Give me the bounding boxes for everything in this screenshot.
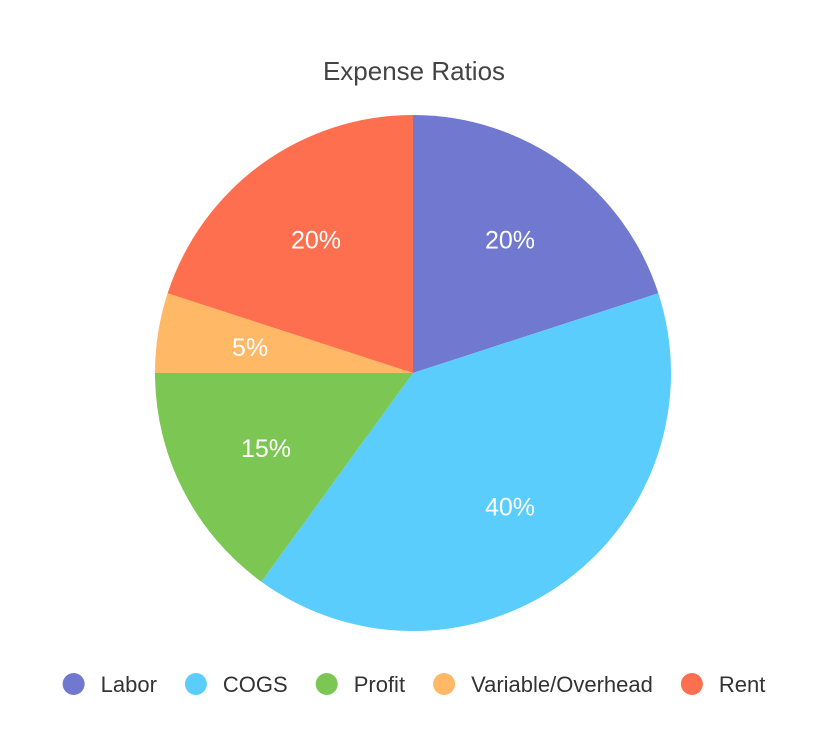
pie-slices <box>155 115 672 632</box>
pie-slice-labor <box>413 115 659 373</box>
pie-slice-profit <box>155 373 413 582</box>
legend-label: Profit <box>354 672 405 697</box>
legend-item-profit[interactable]: Profit <box>315 672 405 697</box>
legend-item-rent[interactable]: Rent <box>680 672 765 697</box>
legend-marker <box>315 673 338 695</box>
legend-label: Labor <box>101 672 157 697</box>
legend: Labor COGS Profit Variable/Overhead Rent <box>62 672 765 697</box>
slice-value-label: 20% <box>291 227 341 255</box>
legend-item-labor[interactable]: Labor <box>62 672 157 697</box>
legend-marker <box>433 673 456 695</box>
legend-label: Variable/Overhead <box>471 672 653 697</box>
slice-value-label: 40% <box>485 493 535 521</box>
legend-marker <box>184 673 207 695</box>
pie-slice-variable-overhead <box>155 293 413 373</box>
pie-slice-labels: 20% 40% 15% 5% 20% <box>232 227 535 522</box>
legend-marker <box>62 673 85 695</box>
pie-slice-rent <box>167 115 413 373</box>
slice-value-label: 15% <box>241 435 291 463</box>
chart-title: Expense Ratios <box>323 56 505 86</box>
legend-label: Rent <box>719 672 765 697</box>
legend-label: COGS <box>223 672 288 697</box>
slice-value-label: 20% <box>485 227 535 255</box>
legend-item-variable-overhead[interactable]: Variable/Overhead <box>433 672 653 697</box>
legend-marker <box>680 673 703 695</box>
slice-value-label: 5% <box>232 334 268 362</box>
legend-item-cogs[interactable]: COGS <box>184 672 288 697</box>
pie-slice-cogs <box>261 293 672 632</box>
